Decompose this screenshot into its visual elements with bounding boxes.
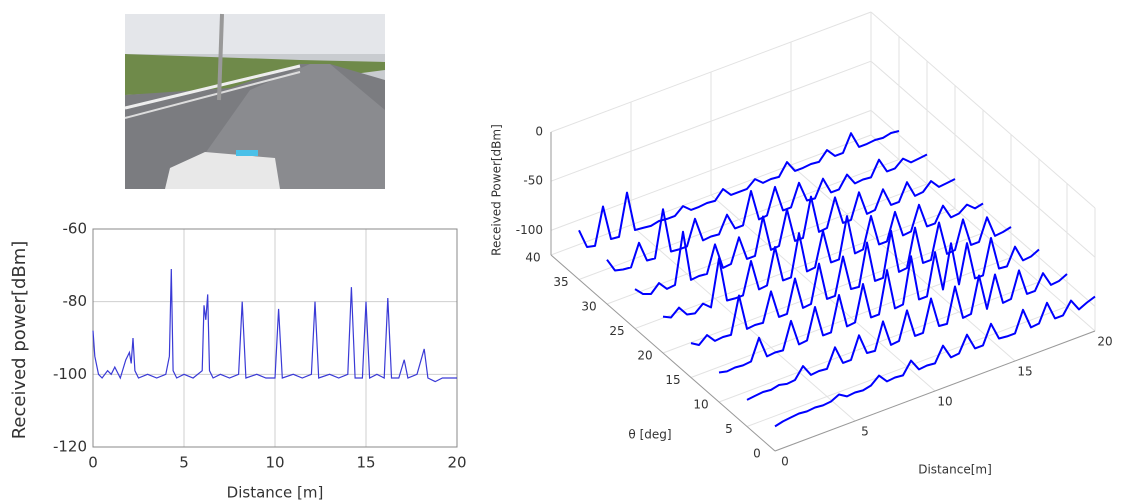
- y-tick-label: 15: [665, 373, 680, 387]
- y-tick-label: 25: [609, 324, 624, 338]
- distance-axis-label: Distance[m]: [918, 463, 992, 477]
- y-tick-label: 10: [693, 398, 708, 412]
- grid-line: [718, 281, 1040, 403]
- x-tick-label: 0: [781, 455, 789, 469]
- y-tick-label: 5: [725, 422, 733, 436]
- x-tick-label: 20: [447, 454, 466, 472]
- trace: [662, 202, 984, 319]
- axis-line: [774, 330, 1096, 452]
- y-tick-label: 0: [753, 447, 761, 461]
- y-tick-label: 30: [581, 300, 596, 314]
- x-tick-label: 15: [356, 454, 375, 472]
- x-tick-label: 20: [1097, 335, 1112, 349]
- trace: [578, 130, 900, 248]
- x-tick-label: 10: [265, 454, 284, 472]
- y-tick-label: 20: [637, 349, 652, 363]
- x-tick-label: 5: [179, 454, 189, 472]
- x-tick-label: 0: [88, 454, 98, 472]
- trace: [634, 178, 956, 295]
- y-axis-label: Received power[dBm]: [9, 241, 30, 440]
- z-axis-label: Received Power[dBm]: [490, 124, 504, 256]
- trace: [690, 216, 1012, 346]
- z-tick-label: -50: [523, 174, 543, 188]
- y-tick-label: -100: [53, 365, 87, 383]
- y-tick-label: -120: [53, 438, 87, 456]
- x-tick-label: 10: [937, 395, 952, 409]
- grid-line: [662, 232, 984, 354]
- grid-line: [578, 159, 900, 280]
- trace: [774, 295, 1096, 428]
- theta-axis-label: θ [deg]: [628, 428, 671, 442]
- y-tick-label: -80: [63, 292, 88, 310]
- y-tick-label: -60: [63, 220, 88, 238]
- trace: [746, 269, 1068, 401]
- z-tick-label: -100: [516, 223, 543, 237]
- x-axis-label: Distance [m]: [227, 484, 324, 502]
- data-line: [92, 268, 457, 383]
- axis-line: [550, 254, 776, 452]
- x-tick-label: 15: [1017, 365, 1032, 379]
- trace: [718, 237, 1040, 374]
- road-photo: [124, 13, 385, 189]
- x-tick-label: 5: [861, 425, 869, 439]
- z-tick-label: 0: [535, 125, 543, 139]
- trace: [606, 153, 928, 272]
- grid-line: [550, 134, 872, 256]
- y-tick-label: 40: [525, 251, 540, 265]
- y-tick-label: 35: [553, 275, 568, 289]
